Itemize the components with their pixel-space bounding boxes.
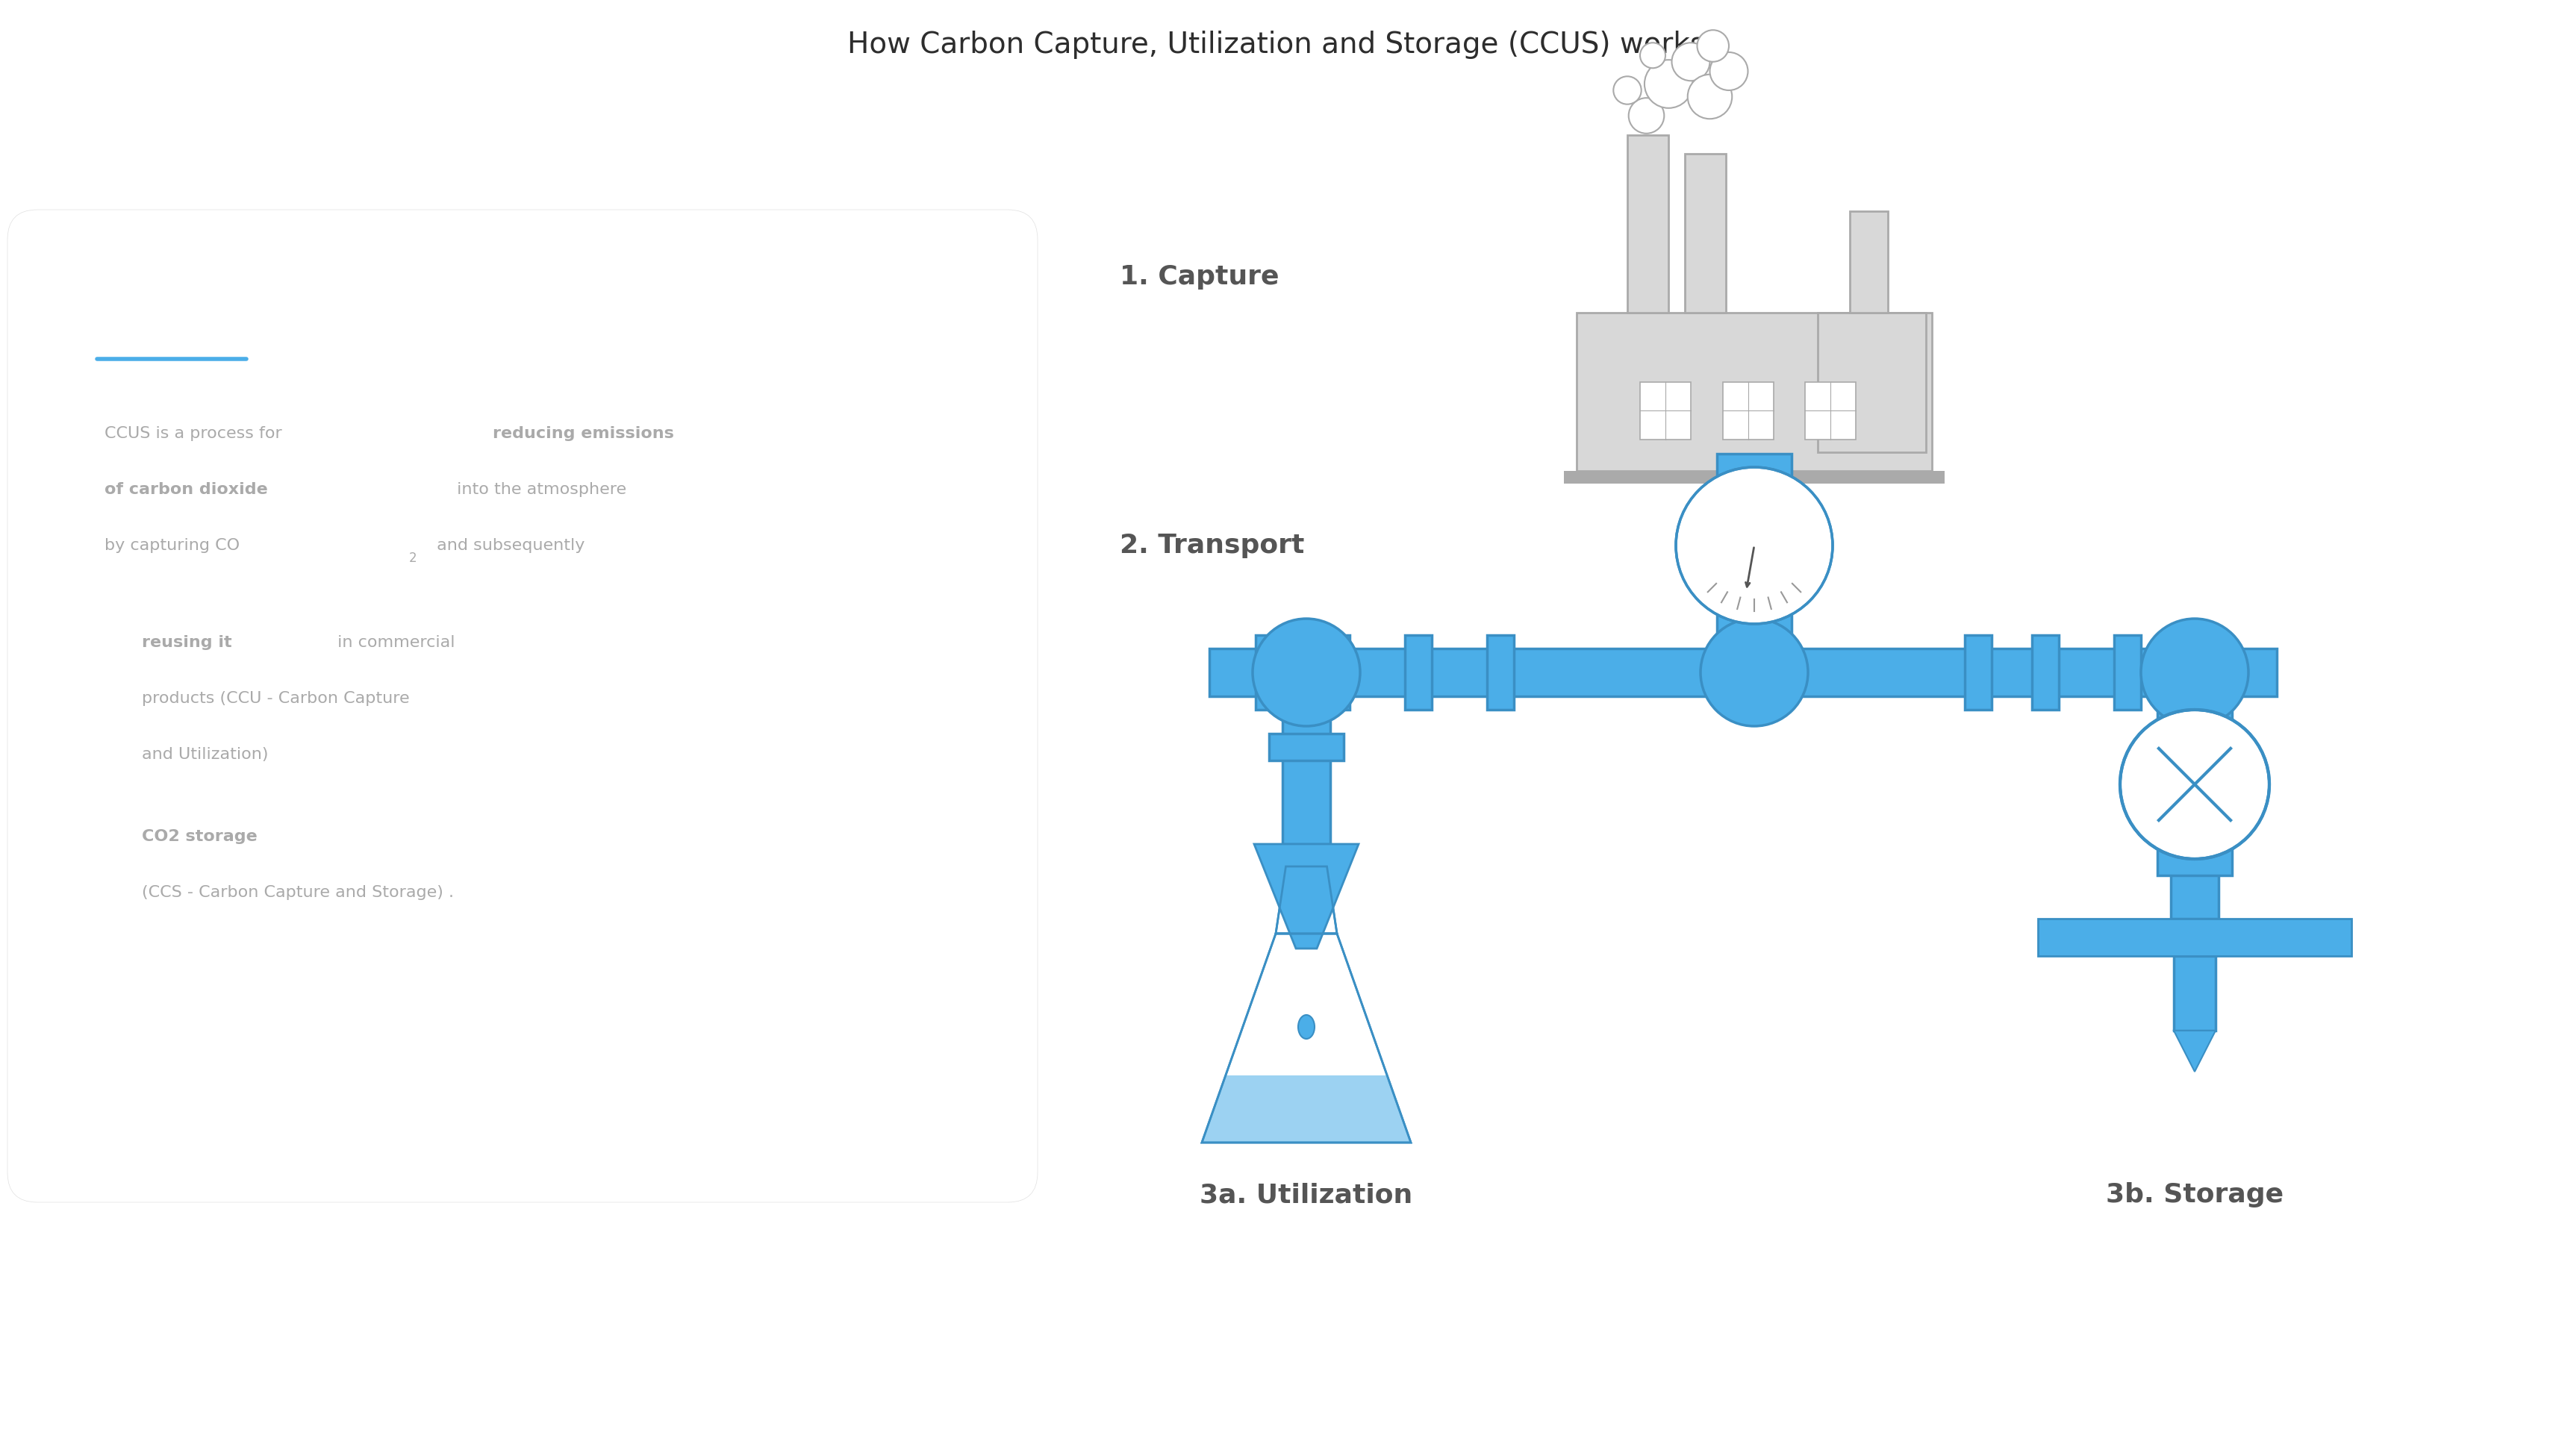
Circle shape (1711, 52, 1749, 90)
Bar (1256, 635, 1282, 709)
Bar (1966, 635, 1991, 709)
Bar (1322, 635, 1351, 709)
Bar (1723, 381, 1774, 440)
Text: of carbon dioxide: of carbon dioxide (105, 482, 268, 496)
FancyBboxPatch shape (8, 210, 1037, 1203)
Circle shape (1629, 98, 1665, 134)
Text: 2. Transport: 2. Transport (1121, 533, 1305, 558)
Bar (1404, 635, 1432, 709)
Circle shape (1698, 31, 1728, 61)
Text: reusing it: reusing it (143, 635, 232, 649)
Bar (1269, 681, 1343, 708)
Bar (1731, 470, 1777, 673)
Bar (1282, 673, 1330, 844)
Text: 1. Capture: 1. Capture (1121, 264, 1279, 290)
Bar (1685, 154, 1726, 313)
Circle shape (2142, 619, 2249, 727)
Text: and Utilization): and Utilization) (143, 747, 268, 761)
Bar (2157, 843, 2231, 875)
Bar (1297, 948, 1317, 1000)
Circle shape (1613, 76, 1642, 105)
Polygon shape (1202, 933, 1412, 1143)
Bar (1718, 610, 1792, 638)
Circle shape (1672, 42, 1711, 80)
Bar (1848, 211, 1887, 313)
Bar (2170, 673, 2219, 919)
Bar (1805, 381, 1856, 440)
Bar (1718, 454, 1792, 480)
Text: reducing emissions: reducing emissions (493, 427, 674, 441)
Circle shape (1644, 60, 1693, 108)
Text: 2: 2 (408, 552, 416, 565)
Bar (1486, 635, 1514, 709)
Polygon shape (1202, 1076, 1412, 1143)
Circle shape (1700, 619, 1808, 727)
Text: How Carbon Capture, Utilization and Storage (CCUS) works: How Carbon Capture, Utilization and Stor… (848, 31, 1705, 58)
Circle shape (1639, 42, 1665, 68)
Bar (2157, 693, 2231, 727)
Bar (2037, 919, 2351, 957)
Text: products (CCU - Carbon Capture: products (CCU - Carbon Capture (143, 692, 408, 706)
Circle shape (1254, 619, 1361, 727)
Polygon shape (2173, 1031, 2216, 1072)
Text: (CCS - Carbon Capture and Storage) .: (CCS - Carbon Capture and Storage) . (143, 885, 454, 900)
Bar (2180, 635, 2208, 709)
Text: in commercial: in commercial (332, 635, 454, 649)
Ellipse shape (1297, 1015, 1315, 1038)
Bar (1818, 313, 1925, 451)
Bar (1639, 381, 1690, 440)
Circle shape (1688, 74, 1731, 119)
Bar (1210, 648, 2277, 696)
Bar (2173, 957, 2216, 1031)
Bar (2032, 635, 2058, 709)
Text: 3a. Utilization: 3a. Utilization (1200, 1182, 1412, 1207)
Text: 3b. Storage: 3b. Storage (2106, 1182, 2282, 1207)
Bar (1626, 135, 1670, 313)
Bar (1565, 470, 1945, 483)
Circle shape (2119, 709, 2270, 859)
Text: by capturing CO: by capturing CO (105, 539, 240, 553)
Bar (1269, 734, 1343, 760)
Text: and subsequently: and subsequently (431, 539, 585, 553)
Text: into the atmosphere: into the atmosphere (452, 482, 625, 496)
Polygon shape (1276, 866, 1338, 933)
Polygon shape (1254, 844, 1358, 948)
Circle shape (1675, 467, 1833, 623)
Text: CCUS is a process for: CCUS is a process for (105, 427, 288, 441)
Bar (1578, 313, 1933, 470)
Text: CO2 storage: CO2 storage (143, 828, 258, 844)
Bar (2114, 635, 2142, 709)
